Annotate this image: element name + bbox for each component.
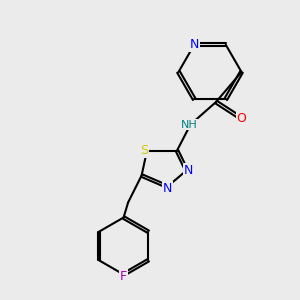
Text: N: N (163, 182, 172, 195)
Text: S: S (140, 144, 148, 157)
Text: N: N (183, 164, 193, 177)
Text: F: F (120, 269, 127, 283)
Text: O: O (237, 112, 246, 125)
Text: N: N (190, 38, 199, 51)
Text: NH: NH (181, 119, 197, 130)
